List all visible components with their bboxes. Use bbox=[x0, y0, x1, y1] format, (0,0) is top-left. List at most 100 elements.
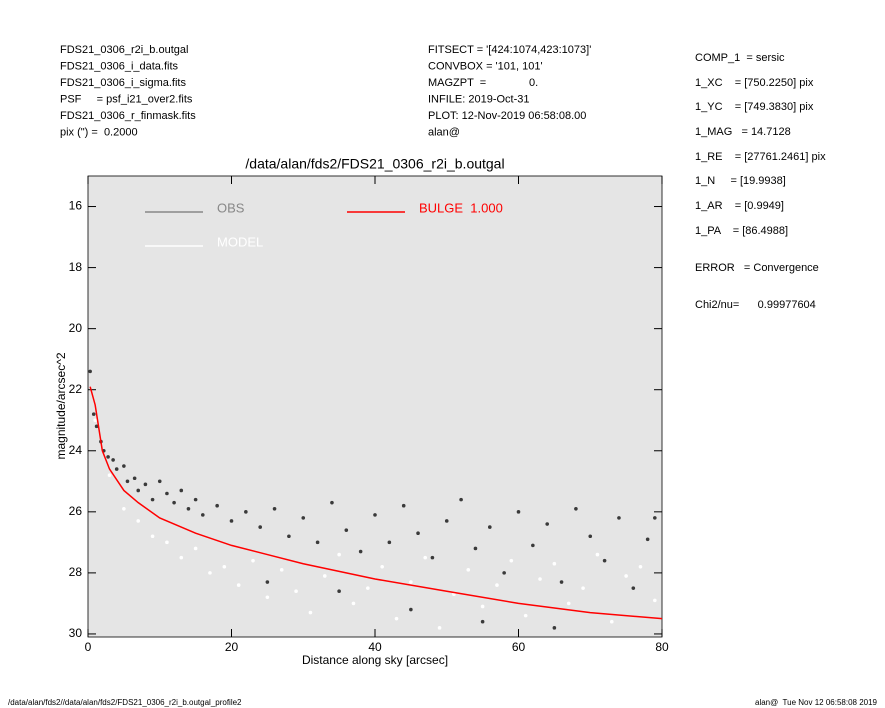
data-point bbox=[595, 552, 600, 557]
data-point bbox=[88, 369, 92, 374]
data-point bbox=[473, 546, 478, 551]
data-point bbox=[106, 455, 110, 459]
data-point bbox=[416, 531, 420, 535]
data-point bbox=[322, 574, 327, 578]
header-middle-line: INFILE: 2019-Oct-31 bbox=[428, 93, 530, 105]
data-point bbox=[315, 540, 320, 545]
data-point bbox=[229, 519, 234, 523]
y-tick-label: 30 bbox=[69, 626, 83, 640]
data-point bbox=[94, 424, 99, 429]
header-left-line: FDS21_0306_r_finmask.fits bbox=[60, 110, 196, 122]
chart-title: /data/alan/fds2/FDS21_0306_r2i_b.outgal bbox=[245, 156, 504, 172]
header-left-line: PSF = psf_i21_over2.fits bbox=[60, 93, 193, 105]
fit-parameter: 1_PA = [86.4988] bbox=[695, 225, 788, 237]
x-axis-label: Distance along sky [arcsec] bbox=[302, 653, 448, 667]
data-point bbox=[387, 540, 392, 545]
data-point bbox=[617, 516, 621, 520]
fit-parameter: 1_MAG = 14.7128 bbox=[695, 126, 791, 138]
data-point bbox=[480, 604, 485, 609]
header-middle-line: CONVBOX = '101, 101' bbox=[428, 60, 543, 72]
data-point bbox=[488, 525, 492, 529]
data-point bbox=[111, 458, 115, 462]
data-point bbox=[638, 564, 643, 569]
data-point bbox=[502, 571, 506, 575]
data-point bbox=[215, 503, 219, 508]
x-tick-label: 20 bbox=[225, 640, 239, 654]
data-point bbox=[394, 616, 399, 621]
data-point bbox=[559, 580, 564, 584]
data-point bbox=[351, 601, 356, 606]
data-point bbox=[366, 586, 370, 590]
data-point bbox=[566, 601, 571, 606]
data-point bbox=[409, 580, 413, 584]
data-point bbox=[150, 497, 155, 502]
data-point bbox=[287, 534, 291, 539]
data-point bbox=[91, 412, 96, 416]
fit-parameter: 1_AR = [0.9949] bbox=[695, 200, 784, 212]
y-axis-label: magnitude/arcsec^2 bbox=[54, 352, 68, 459]
data-point bbox=[279, 568, 284, 572]
data-point bbox=[251, 558, 255, 563]
data-point bbox=[222, 564, 227, 569]
fit-parameter: 1_XC = [750.2250] pix bbox=[695, 77, 814, 89]
data-point bbox=[294, 589, 298, 594]
fit-parameter: Chi2/nu= 0.99977604 bbox=[695, 299, 816, 311]
data-point bbox=[93, 418, 97, 423]
data-point bbox=[337, 552, 341, 557]
data-point bbox=[122, 506, 126, 511]
legend-label: MODEL bbox=[217, 234, 263, 249]
y-tick-label: 22 bbox=[69, 382, 83, 396]
data-point bbox=[523, 613, 528, 618]
data-point bbox=[172, 500, 176, 505]
data-point bbox=[645, 537, 650, 542]
data-point bbox=[409, 607, 413, 612]
data-point bbox=[531, 543, 535, 548]
data-point bbox=[136, 488, 141, 493]
data-point bbox=[165, 491, 169, 496]
data-point bbox=[358, 549, 363, 554]
data-point bbox=[236, 583, 241, 587]
data-point bbox=[444, 519, 449, 523]
data-point bbox=[452, 592, 456, 597]
data-point bbox=[337, 589, 341, 594]
data-point bbox=[272, 506, 277, 511]
y-tick-label: 24 bbox=[69, 443, 83, 457]
data-point bbox=[186, 506, 191, 511]
data-point bbox=[150, 534, 155, 539]
fit-parameter: COMP_1 = sersic bbox=[695, 52, 785, 64]
header-middle-line: alan@ bbox=[428, 126, 460, 138]
data-point bbox=[437, 626, 442, 630]
data-point bbox=[581, 586, 585, 590]
data-point bbox=[631, 586, 636, 590]
y-tick-label: 28 bbox=[69, 565, 83, 579]
y-tick-label: 16 bbox=[69, 199, 83, 213]
header-left-line: pix (") = 0.2000 bbox=[60, 126, 138, 138]
data-point bbox=[602, 558, 607, 563]
data-point bbox=[552, 626, 557, 630]
data-point bbox=[308, 610, 313, 615]
data-point bbox=[330, 500, 334, 505]
header-middle-line: FITSECT = '[424:1074,423:1073]' bbox=[428, 44, 591, 56]
header-left-line: FDS21_0306_i_data.fits bbox=[60, 60, 179, 72]
data-point bbox=[430, 555, 435, 560]
data-point bbox=[136, 519, 141, 523]
data-point bbox=[552, 561, 557, 566]
legend-label: OBS bbox=[217, 200, 245, 215]
data-point bbox=[401, 503, 406, 508]
data-point bbox=[122, 464, 126, 468]
x-tick-label: 80 bbox=[655, 640, 669, 654]
data-point bbox=[380, 564, 384, 569]
data-point bbox=[157, 479, 162, 484]
model-curve bbox=[89, 386, 663, 620]
plot-area bbox=[87, 175, 663, 638]
data-point bbox=[609, 619, 614, 624]
data-point bbox=[423, 555, 428, 560]
data-point bbox=[480, 619, 485, 624]
y-tick-label: 20 bbox=[69, 321, 83, 335]
fit-parameter: 1_YC = [749.3830] pix bbox=[695, 101, 814, 113]
data-point bbox=[466, 568, 471, 572]
data-point bbox=[495, 583, 499, 587]
data-point bbox=[125, 479, 130, 484]
data-point bbox=[574, 506, 578, 511]
